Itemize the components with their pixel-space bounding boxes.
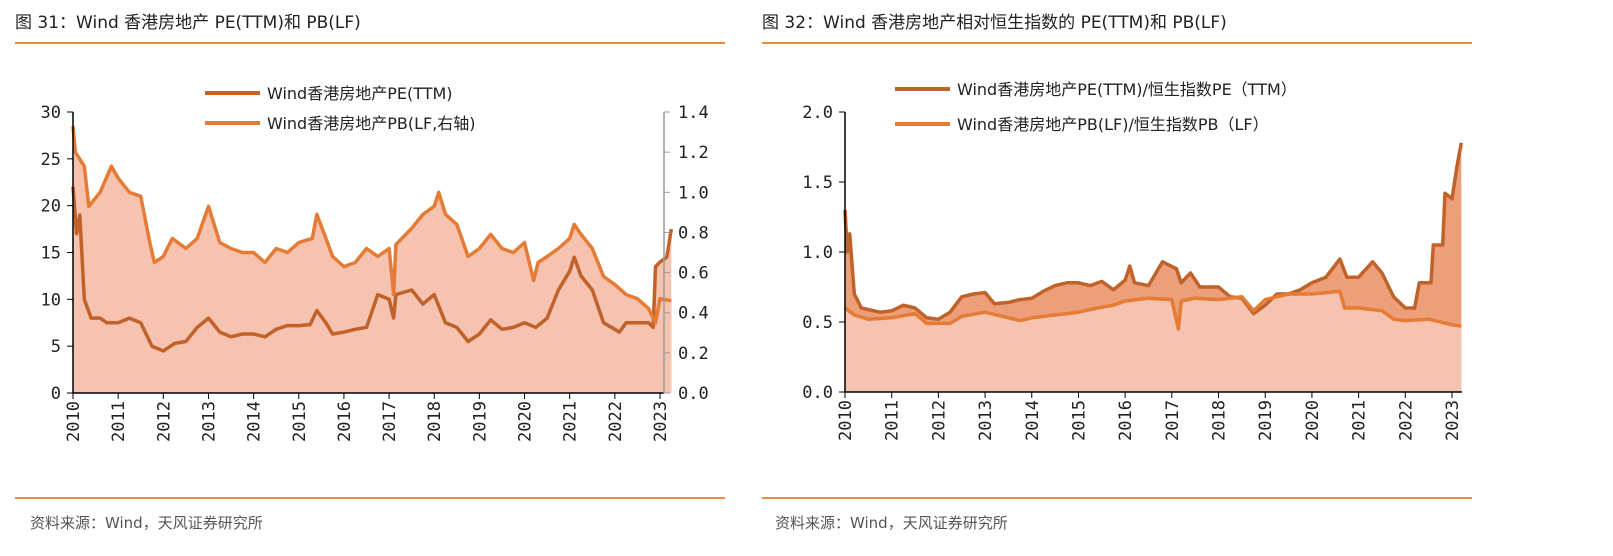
chart-2-y-tick-label: 2.0 — [802, 103, 833, 123]
chart-1-y-tick-label: 30 — [41, 103, 61, 123]
panel-2-source: 资料来源：Wind，天风证券研究所 — [775, 514, 1008, 532]
chart-2-x-tick-label: 2019 — [1256, 400, 1276, 441]
chart-1-x-tick-label: 2011 — [109, 401, 129, 442]
chart-2-x-tick-label: 2010 — [836, 400, 856, 441]
chart-1-y-right-tick-label: 0.2 — [678, 344, 709, 364]
chart-1-y-right-tick-label: 0.6 — [678, 264, 709, 284]
chart-2-y-tick-label: 0.0 — [802, 383, 833, 403]
chart-2-x-tick-label: 2012 — [929, 400, 949, 441]
chart-1-x-tick-label: 2013 — [199, 401, 219, 442]
chart-1-x-tick-label: 2023 — [651, 401, 671, 442]
chart-1-y-tick-label: 20 — [41, 197, 61, 217]
chart-1-x-tick-label: 2014 — [245, 401, 265, 442]
chart-1-y-right-tick-label: 1.2 — [678, 143, 709, 163]
chart-2-line-series-2 — [843, 289, 1462, 331]
chart-2-x-tick-label: 2016 — [1116, 400, 1136, 441]
chart-1-line-series-2 — [71, 125, 672, 325]
chart-1-x-tick-label: 2021 — [561, 401, 581, 442]
chart-1-y-right-tick-label: 1.0 — [678, 183, 709, 203]
chart-1-legend-label-2: Wind香港房地产PB(LF,右轴) — [267, 114, 476, 133]
chart-2-y-tick-label: 0.5 — [802, 313, 833, 333]
chart-2-legend-label-1: Wind香港房地产PE(TTM)/恒生指数PE（TTM） — [957, 80, 1297, 99]
chart-2-x-tick-label: 2018 — [1210, 400, 1230, 441]
chart-2-x-tick-label: 2015 — [1069, 400, 1089, 441]
chart-1-y-right-tick-label: 0.0 — [678, 384, 709, 404]
chart-2-y-tick-label: 1.5 — [802, 173, 833, 193]
chart-2-x-tick-label: 2013 — [976, 400, 996, 441]
panel-2-title-rule — [762, 42, 1472, 44]
chart-1-y-tick-label: 5 — [51, 337, 61, 357]
chart-1-x-tick-label: 2018 — [425, 401, 445, 442]
chart-1-x-tick-label: 2022 — [606, 401, 626, 442]
chart-1-line-series-1 — [71, 186, 674, 353]
panel-1-title: 图 31：Wind 香港房地产 PE(TTM)和 PB(LF) — [15, 13, 361, 33]
chart-2-x-tick-label: 2014 — [1023, 400, 1043, 441]
chart-1-y-tick-label: 25 — [41, 150, 61, 170]
panel-1-title-rule — [15, 42, 725, 44]
chart-1-x-tick-label: 2015 — [290, 401, 310, 442]
chart-1-y-right-tick-label: 0.4 — [678, 304, 709, 324]
chart-1-y-tick-label: 10 — [41, 290, 61, 310]
chart-2-y-tick-label: 1.0 — [802, 243, 833, 263]
chart-1-x-tick-label: 2012 — [154, 401, 174, 442]
panel-1-source: 资料来源：Wind，天风证券研究所 — [30, 514, 263, 532]
chart-2-x-tick-label: 2023 — [1443, 400, 1463, 441]
chart-2-x-tick-label: 2011 — [883, 400, 903, 441]
chart-1-y-right-tick-label: 0.8 — [678, 223, 709, 243]
panel-2-footer-rule — [762, 497, 1472, 499]
chart-1-x-tick-label: 2020 — [516, 401, 536, 442]
chart-1-y-right-tick-label: 1.4 — [678, 103, 709, 123]
chart-2-line-series-1 — [843, 142, 1464, 321]
panel-2-title: 图 32：Wind 香港房地产相对恒生指数的 PE(TTM)和 PB(LF) — [762, 13, 1227, 33]
chart-2-x-tick-label: 2017 — [1163, 400, 1183, 441]
panel-1-footer-rule — [15, 497, 725, 499]
chart-2-x-tick-label: 2020 — [1303, 400, 1323, 441]
chart-2-x-tick-label: 2022 — [1396, 400, 1416, 441]
chart-1-x-tick-label: 2019 — [470, 401, 490, 442]
chart-1-y-tick-label: 0 — [51, 384, 61, 404]
chart-1-area-series-2 — [73, 126, 672, 393]
chart-1-x-tick-label: 2017 — [380, 401, 400, 442]
chart-1-x-tick-label: 2010 — [64, 401, 84, 442]
chart-2-legend-label-2: Wind香港房地产PB(LF)/恒生指数PB（LF） — [957, 115, 1269, 134]
chart-1-x-tick-label: 2016 — [335, 401, 355, 442]
chart-2-x-tick-label: 2021 — [1350, 400, 1370, 441]
chart-1-y-tick-label: 15 — [41, 244, 61, 264]
chart-1-legend-label-1: Wind香港房地产PE(TTM) — [267, 84, 453, 103]
